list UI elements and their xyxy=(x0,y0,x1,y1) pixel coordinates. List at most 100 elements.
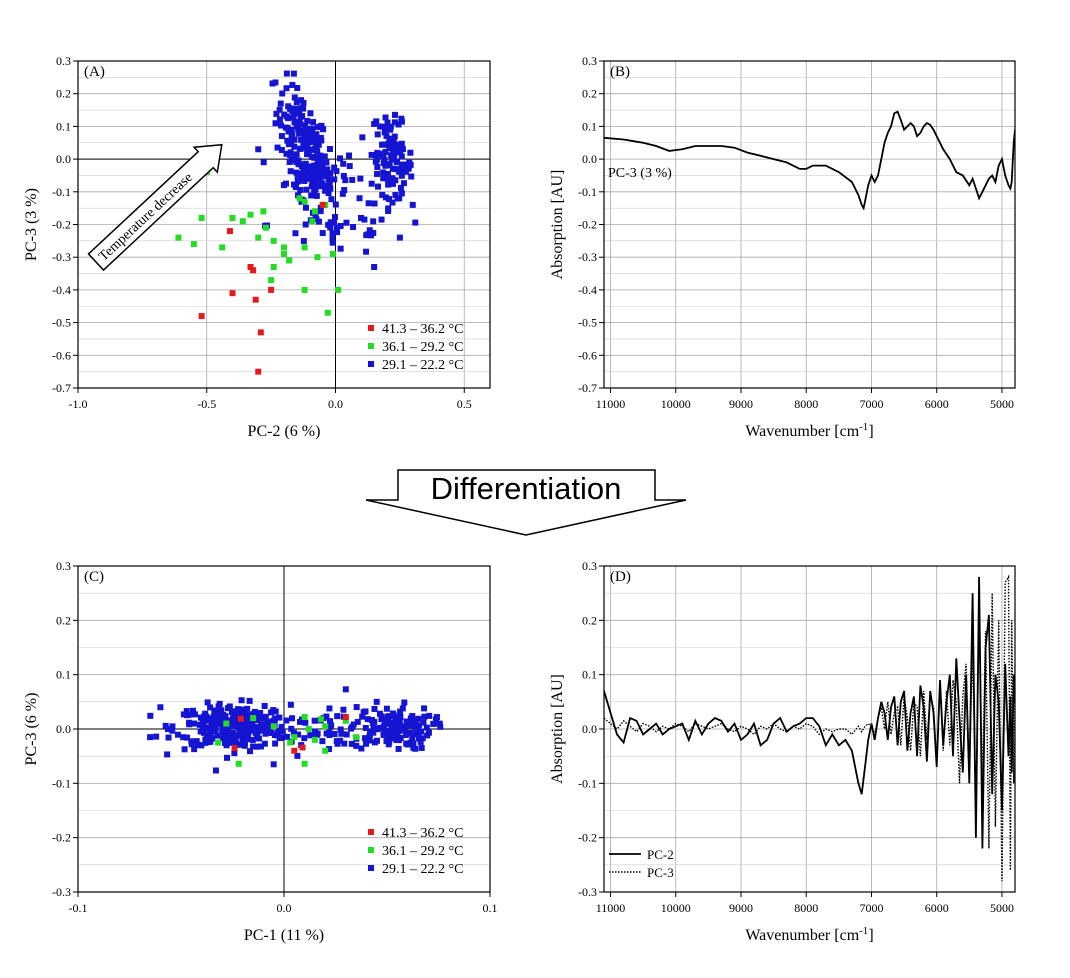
legend-label: 41.3 – 36.2 °C xyxy=(382,322,463,337)
data-point xyxy=(225,738,231,744)
data-point xyxy=(397,709,403,715)
data-point xyxy=(223,721,229,727)
data-point xyxy=(373,159,379,165)
data-point xyxy=(271,723,277,729)
data-point xyxy=(363,725,369,731)
y-tick-label: -0.7 xyxy=(578,381,597,395)
data-point xyxy=(233,739,239,745)
data-point xyxy=(279,133,285,139)
data-point xyxy=(318,123,324,129)
data-point xyxy=(218,711,224,717)
data-point xyxy=(374,171,380,177)
data-point xyxy=(327,186,333,192)
data-point xyxy=(374,164,380,170)
data-point xyxy=(318,168,324,174)
data-point xyxy=(260,208,266,214)
series-annotation: PC-3 (3 %) xyxy=(608,166,672,181)
data-point xyxy=(362,735,368,741)
data-point xyxy=(309,136,315,142)
x-tick-label: 6000 xyxy=(925,901,949,915)
data-point xyxy=(385,125,391,131)
data-point xyxy=(287,152,293,158)
data-point xyxy=(426,713,432,719)
data-point xyxy=(302,199,308,205)
data-point xyxy=(370,218,376,224)
data-point xyxy=(304,146,310,152)
data-point xyxy=(371,706,377,712)
data-point xyxy=(378,725,384,731)
data-point xyxy=(392,735,398,741)
data-point xyxy=(262,741,268,747)
data-point xyxy=(288,726,294,732)
data-point xyxy=(283,718,289,724)
y-tick-label: 0.1 xyxy=(56,668,71,682)
y-tick-label: -0.3 xyxy=(52,885,71,899)
x-tick-label: 8000 xyxy=(794,397,818,411)
data-point xyxy=(380,153,386,159)
data-point xyxy=(410,745,416,751)
data-point xyxy=(301,238,307,244)
data-point xyxy=(397,149,403,155)
data-point xyxy=(403,741,409,747)
data-point xyxy=(255,146,261,152)
data-point xyxy=(353,734,359,740)
data-point xyxy=(302,287,308,293)
data-point xyxy=(263,225,269,231)
data-point xyxy=(200,728,206,734)
data-point xyxy=(371,121,377,127)
data-point xyxy=(344,731,350,737)
data-point xyxy=(415,730,421,736)
x-axis-label: Wavenumber [cm-1] xyxy=(745,925,873,944)
data-point xyxy=(379,217,385,223)
y-tick-label: -0.1 xyxy=(578,185,597,199)
data-point xyxy=(391,144,397,150)
data-point xyxy=(231,750,237,756)
y-tick-label: -0.1 xyxy=(52,776,71,790)
x-axis-label: Wavenumber [cm-1] xyxy=(745,421,873,440)
x-tick-label: 9000 xyxy=(729,901,753,915)
data-point xyxy=(338,731,344,737)
data-point xyxy=(334,713,340,719)
data-point xyxy=(375,131,381,137)
data-point xyxy=(362,708,368,714)
temperature-arrow: Temperature decrease xyxy=(84,132,233,274)
data-point xyxy=(385,208,391,214)
data-point xyxy=(278,123,284,129)
data-point xyxy=(409,735,415,741)
y-tick-label: 0.2 xyxy=(582,613,597,627)
data-point xyxy=(242,722,248,728)
legend-swatch xyxy=(368,343,374,349)
data-point xyxy=(326,705,332,711)
data-point xyxy=(408,719,414,725)
data-point xyxy=(191,721,197,727)
data-point xyxy=(293,170,299,176)
data-point xyxy=(370,730,376,736)
data-point xyxy=(337,155,343,161)
data-point xyxy=(350,224,356,230)
data-point xyxy=(399,141,405,147)
data-point xyxy=(270,81,276,87)
data-point xyxy=(332,214,338,220)
y-tick-label: -0.2 xyxy=(578,218,597,232)
data-point xyxy=(310,119,316,125)
legend-label: PC-2 xyxy=(647,847,674,862)
x-tick-label: 0.1 xyxy=(483,901,498,915)
data-point xyxy=(284,85,290,91)
data-point xyxy=(180,734,186,740)
y-tick-label: -0.6 xyxy=(578,348,597,362)
temperature-arrow-label: Temperature decrease xyxy=(96,170,196,264)
legend-swatch xyxy=(368,361,374,367)
data-point xyxy=(314,147,320,153)
data-point xyxy=(184,712,190,718)
data-point xyxy=(284,71,290,77)
data-point xyxy=(303,205,309,211)
y-axis-label: Absorption [AU] xyxy=(549,170,566,280)
data-point xyxy=(147,713,153,719)
x-tick-label: 10000 xyxy=(661,397,691,411)
data-point xyxy=(421,705,427,711)
data-point xyxy=(215,740,221,746)
data-point xyxy=(342,177,348,183)
legend-label: 36.1 – 29.2 °C xyxy=(382,340,463,355)
legend-label: 29.1 – 22.2 °C xyxy=(382,862,463,877)
data-point xyxy=(271,238,277,244)
